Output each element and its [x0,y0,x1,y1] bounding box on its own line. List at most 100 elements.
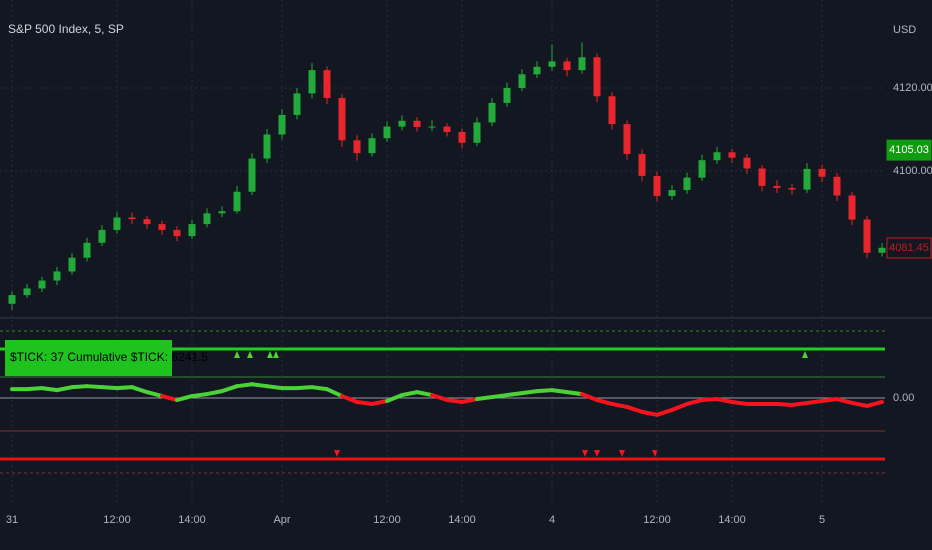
indicator-label: $TICK: 37 Cumulative $TICK: 6241.5 [10,350,208,364]
arrow-down [334,450,340,457]
cumulative-line [325,387,344,399]
candle-body [713,152,721,161]
candle-body [803,168,811,190]
arrow-down [582,450,588,457]
cumulative-line [25,386,44,392]
x-tick-label: 12:00 [373,514,401,526]
candle-body [653,175,661,196]
candle-body [848,195,856,220]
x-tick-label: 12:00 [103,514,131,526]
candle-body [83,242,91,258]
cumulative-line [160,394,179,403]
candle-body [278,114,286,135]
chart-title: S&P 500 Index, 5, SP [8,22,124,36]
candle-body [518,74,526,88]
candle-body [413,120,421,127]
candle-body [53,271,61,281]
candle-body [98,229,106,243]
cumulative-line [790,400,809,407]
price-marker-label: 4081.45 [889,242,929,254]
arrow-up [273,351,279,358]
cumulative-line [220,384,239,394]
cumulative-line [565,390,584,397]
cumulative-line [520,389,539,396]
cumulative-line [550,388,569,395]
candle-body [683,177,691,191]
cumulative-line [535,388,554,394]
price-marker-box [886,139,932,161]
candle-body [503,87,511,103]
cumulative-line [865,399,884,408]
arrow-up [802,351,808,358]
cumulative-line [205,389,224,397]
candle-body [218,211,226,214]
cumulative-line [265,384,284,391]
cumulative-line [685,398,704,406]
candle-body [593,57,601,97]
x-tick-label: Apr [273,514,290,526]
cumulative-line [70,384,89,390]
candle-body [248,158,256,192]
cumulative-line [460,397,479,404]
x-tick-label: 31 [6,514,18,526]
cumulative-line [85,384,104,390]
cumulative-line [730,399,749,406]
cumulative-line [55,385,74,393]
candle-body [743,157,751,169]
candle-body [128,217,136,220]
candle-body [188,224,196,237]
candle-body [113,217,121,230]
price-marker-label: 4105.03 [889,144,929,156]
cumulative-line [595,398,614,406]
price-marker-box [886,237,932,259]
candle-body [158,224,166,230]
candle-body [623,124,631,154]
cumulative-line [700,397,719,403]
cumulative-line [835,397,854,405]
cumulative-line [415,390,434,398]
cumulative-line [355,399,374,406]
cumulative-line [100,385,119,391]
cumulative-line [805,399,824,405]
x-tick-label: 14:00 [718,514,746,526]
cumulative-line [310,385,329,392]
cumulative-line [490,393,509,400]
candle-body [818,168,826,177]
candle-body [578,57,586,71]
candle-body [728,152,736,158]
cumulative-line [145,390,164,399]
cumulative-line [580,392,599,403]
candle-body [38,280,46,289]
x-tick-label: 14:00 [178,514,206,526]
candle-body [548,61,556,67]
candle-body [533,66,541,75]
candle-body [308,70,316,94]
y-tick-label: 4100.00 [893,165,932,177]
candle-body [698,160,706,178]
candle-body [293,93,301,115]
arrow-up [234,351,240,358]
candle-body [353,140,361,154]
candle-body [233,191,241,212]
cumulative-line [190,392,209,399]
candle-body [338,97,346,141]
indicator-label-box [5,340,172,376]
cumulative-line [775,401,794,407]
cumulative-line [475,395,494,402]
candle-body [563,61,571,71]
candle-body [368,138,376,154]
candle-body [758,168,766,186]
arrow-up [247,351,253,358]
candle-body [173,229,181,237]
cumulative-line [655,407,674,417]
candle-body [68,257,76,272]
candle-body [443,126,451,132]
cumulative-line [715,397,734,404]
cumulative-line [445,398,464,404]
candle-body [383,126,391,139]
candle-body [23,288,31,296]
cumulative-line [850,400,869,408]
candle-body [473,122,481,143]
